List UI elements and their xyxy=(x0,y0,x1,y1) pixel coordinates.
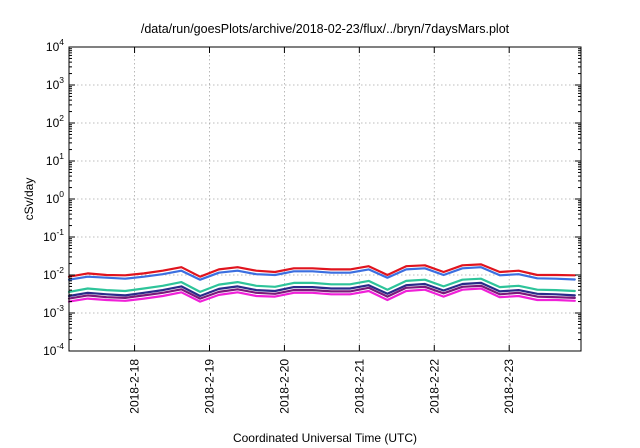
y-tick-label: 102 xyxy=(46,113,64,130)
x-tick-label: 2018-2-23 xyxy=(502,359,516,414)
y-tick-label: 10-4 xyxy=(43,341,64,358)
y-tick-label: 10-3 xyxy=(43,303,64,320)
series-lines xyxy=(67,263,576,303)
y-tick-label: 100 xyxy=(46,189,64,206)
y-tick-label: 103 xyxy=(46,75,64,92)
x-tick-label: 2018-2-18 xyxy=(128,359,142,414)
series-line-2 xyxy=(67,266,576,281)
y-tick-label: 10-2 xyxy=(43,265,64,282)
y-tick-labels: 10-4 10-3 10-2 10-1 100 101 102 103 104 xyxy=(43,37,64,358)
y-tick-label: 104 xyxy=(46,37,64,54)
grid xyxy=(69,46,581,352)
x-tick-label: 2018-2-22 xyxy=(427,359,441,414)
axis-ticks xyxy=(69,46,581,352)
x-tick-label: 2018-2-20 xyxy=(277,359,291,414)
x-axis-label: Coordinated Universal Time (UTC) xyxy=(233,431,417,445)
y-axis-label: cSv/day xyxy=(22,178,36,221)
series-line-1 xyxy=(67,263,576,278)
x-tick-label: 2018-2-19 xyxy=(202,359,216,414)
series-line-3 xyxy=(67,277,576,293)
x-tick-labels: 2018-2-18 2018-2-19 2018-2-20 2018-2-21 2018… xyxy=(128,359,517,414)
y-tick-label: 101 xyxy=(46,151,64,168)
series-line-4 xyxy=(67,281,576,298)
chart-title: /data/run/goesPlots/archive/2018-02-23/f… xyxy=(141,22,510,36)
y-tick-label: 10-1 xyxy=(43,227,64,244)
series-line-5 xyxy=(67,284,576,300)
x-tick-label: 2018-2-21 xyxy=(352,359,366,414)
series-line-6 xyxy=(67,287,576,303)
